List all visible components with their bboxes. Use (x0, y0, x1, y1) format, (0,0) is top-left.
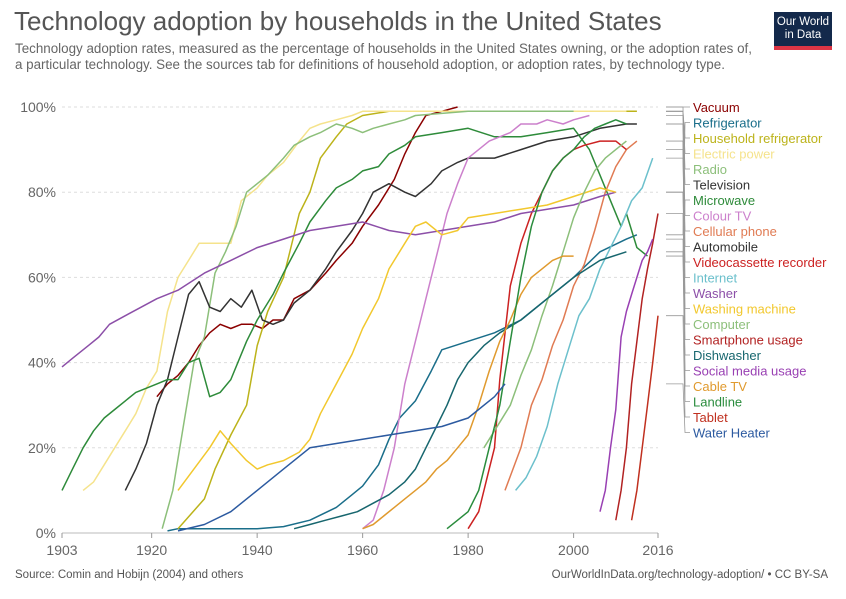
legend-label-landline[interactable]: Landline (693, 395, 742, 410)
legend-label-washer[interactable]: Washer (693, 286, 738, 301)
legend-connector-television (666, 123, 690, 185)
legend-connector-microwave (666, 199, 690, 257)
legend-connector-radio (666, 110, 690, 170)
series-line-landline[interactable] (446, 119, 627, 530)
legend-connector-water-heater (666, 383, 690, 433)
chart-subtitle: Technology adoption rates, measured as t… (15, 41, 752, 72)
chart-title: Technology adoption by households in the… (14, 6, 662, 36)
legend-label-radio[interactable]: Radio (693, 162, 727, 177)
series-line-tablet[interactable] (630, 315, 659, 521)
legend-label-household-refrigerator[interactable]: Household refrigerator (693, 131, 823, 146)
y-tick-label: 80% (28, 184, 56, 200)
legend-label-automobile[interactable]: Automobile (693, 240, 758, 255)
y-tick-label: 100% (20, 99, 56, 115)
legend-label-washing-machine[interactable]: Washing machine (693, 302, 796, 317)
legend-connector-cellular-phone (666, 140, 690, 232)
legend-connector-electric-power (666, 110, 690, 154)
legend-label-colour-tv[interactable]: Colour TV (693, 209, 752, 224)
series-line-dishwasher[interactable] (293, 251, 627, 530)
legend-connector-refrigerator (666, 122, 690, 236)
series-line-cable-tv[interactable] (362, 255, 574, 530)
x-tick-label: 1940 (242, 542, 273, 558)
legend-label-water-heater[interactable]: Water Heater (693, 426, 770, 441)
legend-label-cable-tv[interactable]: Cable TV (693, 379, 747, 394)
source-note: Source: Comin and Hobijn (2004) and othe… (15, 569, 244, 581)
credit-link[interactable]: OurWorldInData.org/technology-adoption/ … (551, 569, 828, 581)
x-tick-label: 1980 (453, 542, 484, 558)
series-line-refrigerator[interactable] (167, 234, 638, 532)
series-line-internet[interactable] (515, 157, 654, 491)
logo-accent-bar (774, 46, 832, 50)
x-tick-label: 1903 (46, 542, 77, 558)
series-line-cellular-phone[interactable] (504, 140, 638, 491)
y-tick-label: 60% (28, 269, 56, 285)
x-tick-label: 1920 (136, 542, 167, 558)
legend-label-social-media-usage[interactable]: Social media usage (693, 364, 806, 379)
legend-label-videocassette-recorder[interactable]: Videocassette recorder (693, 255, 827, 270)
series-line-videocassette-recorder[interactable] (467, 140, 627, 530)
axes: 0% 20% 40% 60% 80% 100% 1903 1920 1940 1960 1980 20… (20, 99, 674, 558)
series-line-smartphone-usage[interactable] (615, 213, 659, 521)
legend-label-refrigerator[interactable]: Refrigerator (693, 116, 762, 131)
series-line-washing-machine[interactable] (177, 187, 616, 491)
legend-label-electric-power[interactable]: Electric power (693, 147, 775, 162)
x-tick-label: 2000 (558, 542, 589, 558)
y-tick-label: 40% (28, 355, 56, 371)
series-line-radio[interactable] (161, 110, 574, 529)
legend-label-vacuum[interactable]: Vacuum (693, 100, 740, 115)
series-line-washer[interactable] (61, 191, 616, 368)
legend-label-cellular-phone[interactable]: Cellular phone (693, 224, 777, 239)
series-line-vacuum[interactable] (156, 106, 458, 398)
series-line-microwave[interactable] (61, 127, 648, 491)
series-line-water-heater[interactable] (177, 383, 506, 532)
x-tick-label: 2016 (642, 542, 673, 558)
legend-connector-videocassette-recorder (666, 149, 690, 263)
y-tick-label: 20% (28, 440, 56, 456)
legend-connector-automobile (666, 106, 690, 247)
series-line-computer[interactable] (483, 140, 627, 449)
legend-connector-cable-tv (666, 255, 690, 387)
series-lines (61, 106, 659, 532)
legend-connector-social-media-usage (666, 238, 690, 371)
grid (62, 106, 658, 534)
series-line-television[interactable] (124, 123, 637, 491)
series-line-social-media-usage[interactable] (599, 238, 654, 512)
series-line-household-refrigerator[interactable] (177, 110, 637, 530)
legend-connector-colour-tv (666, 115, 690, 216)
legend-label-tablet[interactable]: Tablet (693, 410, 728, 425)
logo-line-1: Our World (776, 16, 830, 28)
legend-connector-landline (666, 123, 690, 402)
legend-label-computer[interactable]: Computer (693, 317, 751, 332)
x-tick-label: 1960 (347, 542, 378, 558)
legend-label-television[interactable]: Television (693, 178, 750, 193)
legend-connector-computer (666, 140, 690, 325)
legend-label-internet[interactable]: Internet (693, 271, 737, 286)
legend-connector-internet (666, 157, 690, 278)
logo-line-2: in Data (784, 28, 822, 41)
series-line-electric-power[interactable] (82, 110, 627, 491)
legend-connector-smartphone-usage (666, 213, 690, 340)
y-tick-label: 0% (36, 525, 56, 541)
owid-logo[interactable]: Our World in Data (774, 12, 832, 50)
legend-label-dishwasher[interactable]: Dishwasher (693, 348, 762, 363)
legend-connector-tablet (666, 315, 690, 418)
series-line-colour-tv[interactable] (362, 114, 590, 530)
legend-label-microwave[interactable]: Microwave (693, 193, 755, 208)
legend-connector-washing-machine (666, 191, 690, 309)
legend-label-smartphone-usage[interactable]: Smartphone usage (693, 333, 803, 348)
